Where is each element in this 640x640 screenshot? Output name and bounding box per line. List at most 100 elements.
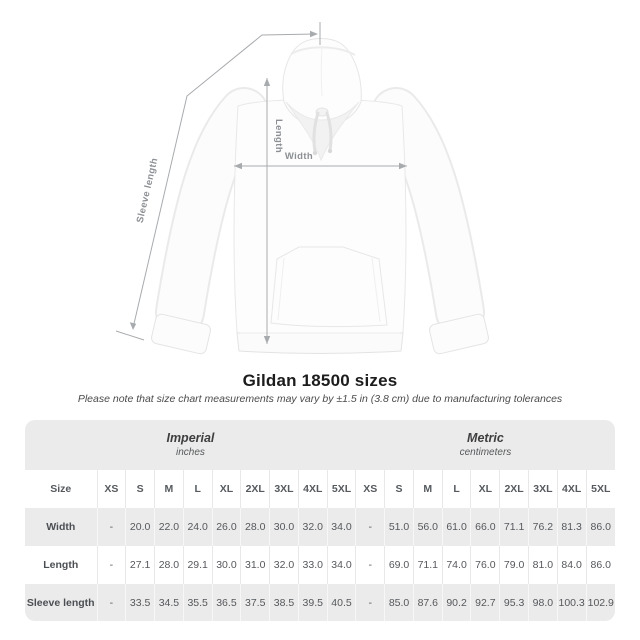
value-cell: 40.5 bbox=[326, 584, 356, 621]
value-cell: 34.0 bbox=[326, 546, 356, 584]
value-cell: 26.0 bbox=[211, 508, 241, 546]
size-column-header: Size bbox=[25, 470, 97, 508]
value-cell: 95.3 bbox=[499, 584, 529, 621]
size-cell: L bbox=[182, 470, 213, 508]
value-cell: 98.0 bbox=[527, 584, 558, 621]
value-cell: 32.0 bbox=[269, 546, 299, 584]
value-cell: 69.0 bbox=[384, 546, 414, 584]
size-cell: S bbox=[384, 470, 414, 508]
size-cell: M bbox=[154, 470, 184, 508]
size-cell: XL bbox=[470, 470, 500, 508]
value-cell: 71.1 bbox=[412, 546, 443, 584]
drawstring-left bbox=[312, 111, 320, 154]
imperial-group-label: Imperial bbox=[166, 430, 215, 445]
drawstring-right-tip bbox=[327, 148, 333, 154]
value-cell: 28.0 bbox=[154, 546, 184, 584]
hood-center-seam bbox=[320, 45, 323, 97]
hoodie-left-cuff bbox=[151, 313, 211, 355]
hood-opening bbox=[285, 101, 360, 162]
value-cell: 71.1 bbox=[499, 508, 529, 546]
row-label: Width bbox=[25, 508, 97, 546]
size-cell: S bbox=[125, 470, 155, 508]
value-cell: 81.0 bbox=[527, 546, 558, 584]
hoodie-right-sleeve-fill bbox=[373, 89, 483, 335]
value-cell: 66.0 bbox=[470, 508, 500, 546]
value-cell: - bbox=[96, 508, 126, 546]
size-cell: 3XL bbox=[269, 470, 299, 508]
value-cell: 27.1 bbox=[125, 546, 155, 584]
value-cell: 76.0 bbox=[470, 546, 500, 584]
metric-group-header: Metric centimeters bbox=[355, 420, 615, 470]
value-cell: 51.0 bbox=[384, 508, 414, 546]
measurement-arrowheads bbox=[129, 30, 407, 344]
value-cell: 20.0 bbox=[125, 508, 155, 546]
size-cell: M bbox=[412, 470, 443, 508]
sleeve-measure-line bbox=[132, 33, 317, 329]
value-cell: 24.0 bbox=[182, 508, 213, 546]
pocket-right-fold bbox=[371, 257, 381, 323]
value-cell: 100.3 bbox=[556, 584, 587, 621]
value-cell: 92.7 bbox=[470, 584, 500, 621]
value-cell: 102.9 bbox=[585, 584, 615, 621]
value-cell: - bbox=[96, 584, 126, 621]
length-measure-label: Length bbox=[273, 119, 284, 153]
row-label: Length bbox=[25, 546, 97, 584]
value-cell: 76.2 bbox=[527, 508, 558, 546]
page-title: Gildan 18500 sizes bbox=[242, 371, 398, 390]
value-cell: 61.0 bbox=[441, 508, 471, 546]
value-cell: 34.5 bbox=[154, 584, 184, 621]
value-cell: - bbox=[355, 584, 385, 621]
value-cell: 90.2 bbox=[441, 584, 471, 621]
value-cell: 33.5 bbox=[125, 584, 155, 621]
size-cell: 2XL bbox=[240, 470, 270, 508]
value-cell: - bbox=[96, 546, 126, 584]
hoodie-size-diagram: Width Length Sleeve length bbox=[115, 22, 489, 355]
value-cell: 22.0 bbox=[154, 508, 184, 546]
size-header-row: Size XS S M L XL 2XL 3XL 4XL 5XL XS S M … bbox=[25, 470, 615, 508]
size-cell: XS bbox=[96, 470, 126, 508]
size-cell: 2XL bbox=[499, 470, 529, 508]
size-cell: 5XL bbox=[326, 470, 356, 508]
size-cell: 3XL bbox=[527, 470, 558, 508]
size-cell: XS bbox=[355, 470, 385, 508]
table-row-width: Width - 20.0 22.0 24.0 26.0 28.0 30.0 32… bbox=[25, 508, 615, 546]
sleeve-length-measure-label: Sleeve length bbox=[135, 157, 161, 224]
hoodie-left-sleeve-fill bbox=[157, 89, 267, 335]
value-cell: 38.5 bbox=[269, 584, 299, 621]
value-cell: 56.0 bbox=[412, 508, 443, 546]
measurement-lines bbox=[115, 22, 407, 344]
imperial-group-header: Imperial inches bbox=[25, 420, 356, 470]
size-cell: 4XL bbox=[556, 470, 587, 508]
hoodie-pocket bbox=[270, 246, 388, 328]
page-subtitle: Please note that size chart measurements… bbox=[77, 393, 563, 405]
size-cell: 4XL bbox=[297, 470, 328, 508]
value-cell: 79.0 bbox=[499, 546, 529, 584]
size-cell: 5XL bbox=[585, 470, 615, 508]
size-cell: L bbox=[441, 470, 471, 508]
value-cell: 37.5 bbox=[240, 584, 270, 621]
row-label: Sleeve length bbox=[25, 584, 97, 621]
metric-group-unit: centimeters bbox=[459, 446, 512, 458]
unit-group-row: Imperial inches Metric centimeters bbox=[25, 420, 615, 470]
value-cell: 85.0 bbox=[384, 584, 414, 621]
value-cell: 39.5 bbox=[297, 584, 328, 621]
value-cell: - bbox=[355, 546, 385, 584]
size-table-grid: Imperial inches Metric centimeters Size … bbox=[25, 420, 615, 621]
value-cell: 36.5 bbox=[211, 584, 241, 621]
value-cell: 33.0 bbox=[297, 546, 328, 584]
value-cell: 30.0 bbox=[269, 508, 299, 546]
drawstring-right bbox=[325, 111, 333, 152]
value-cell: 30.0 bbox=[211, 546, 241, 584]
value-cell: 86.0 bbox=[585, 546, 615, 584]
table-row-length: Length - 27.1 28.0 29.1 30.0 31.0 32.0 3… bbox=[25, 546, 615, 584]
value-cell: 86.0 bbox=[585, 508, 615, 546]
value-cell: 74.0 bbox=[441, 546, 471, 584]
value-cell: 31.0 bbox=[240, 546, 270, 584]
value-cell: 29.1 bbox=[182, 546, 213, 584]
value-cell: 32.0 bbox=[297, 508, 328, 546]
cuff-tick bbox=[115, 330, 145, 341]
value-cell: 35.5 bbox=[182, 584, 213, 621]
value-cell: 84.0 bbox=[556, 546, 587, 584]
value-cell: 34.0 bbox=[326, 508, 356, 546]
table-row-sleeve-length: Sleeve length - 33.5 34.5 35.5 36.5 37.5… bbox=[25, 584, 615, 621]
